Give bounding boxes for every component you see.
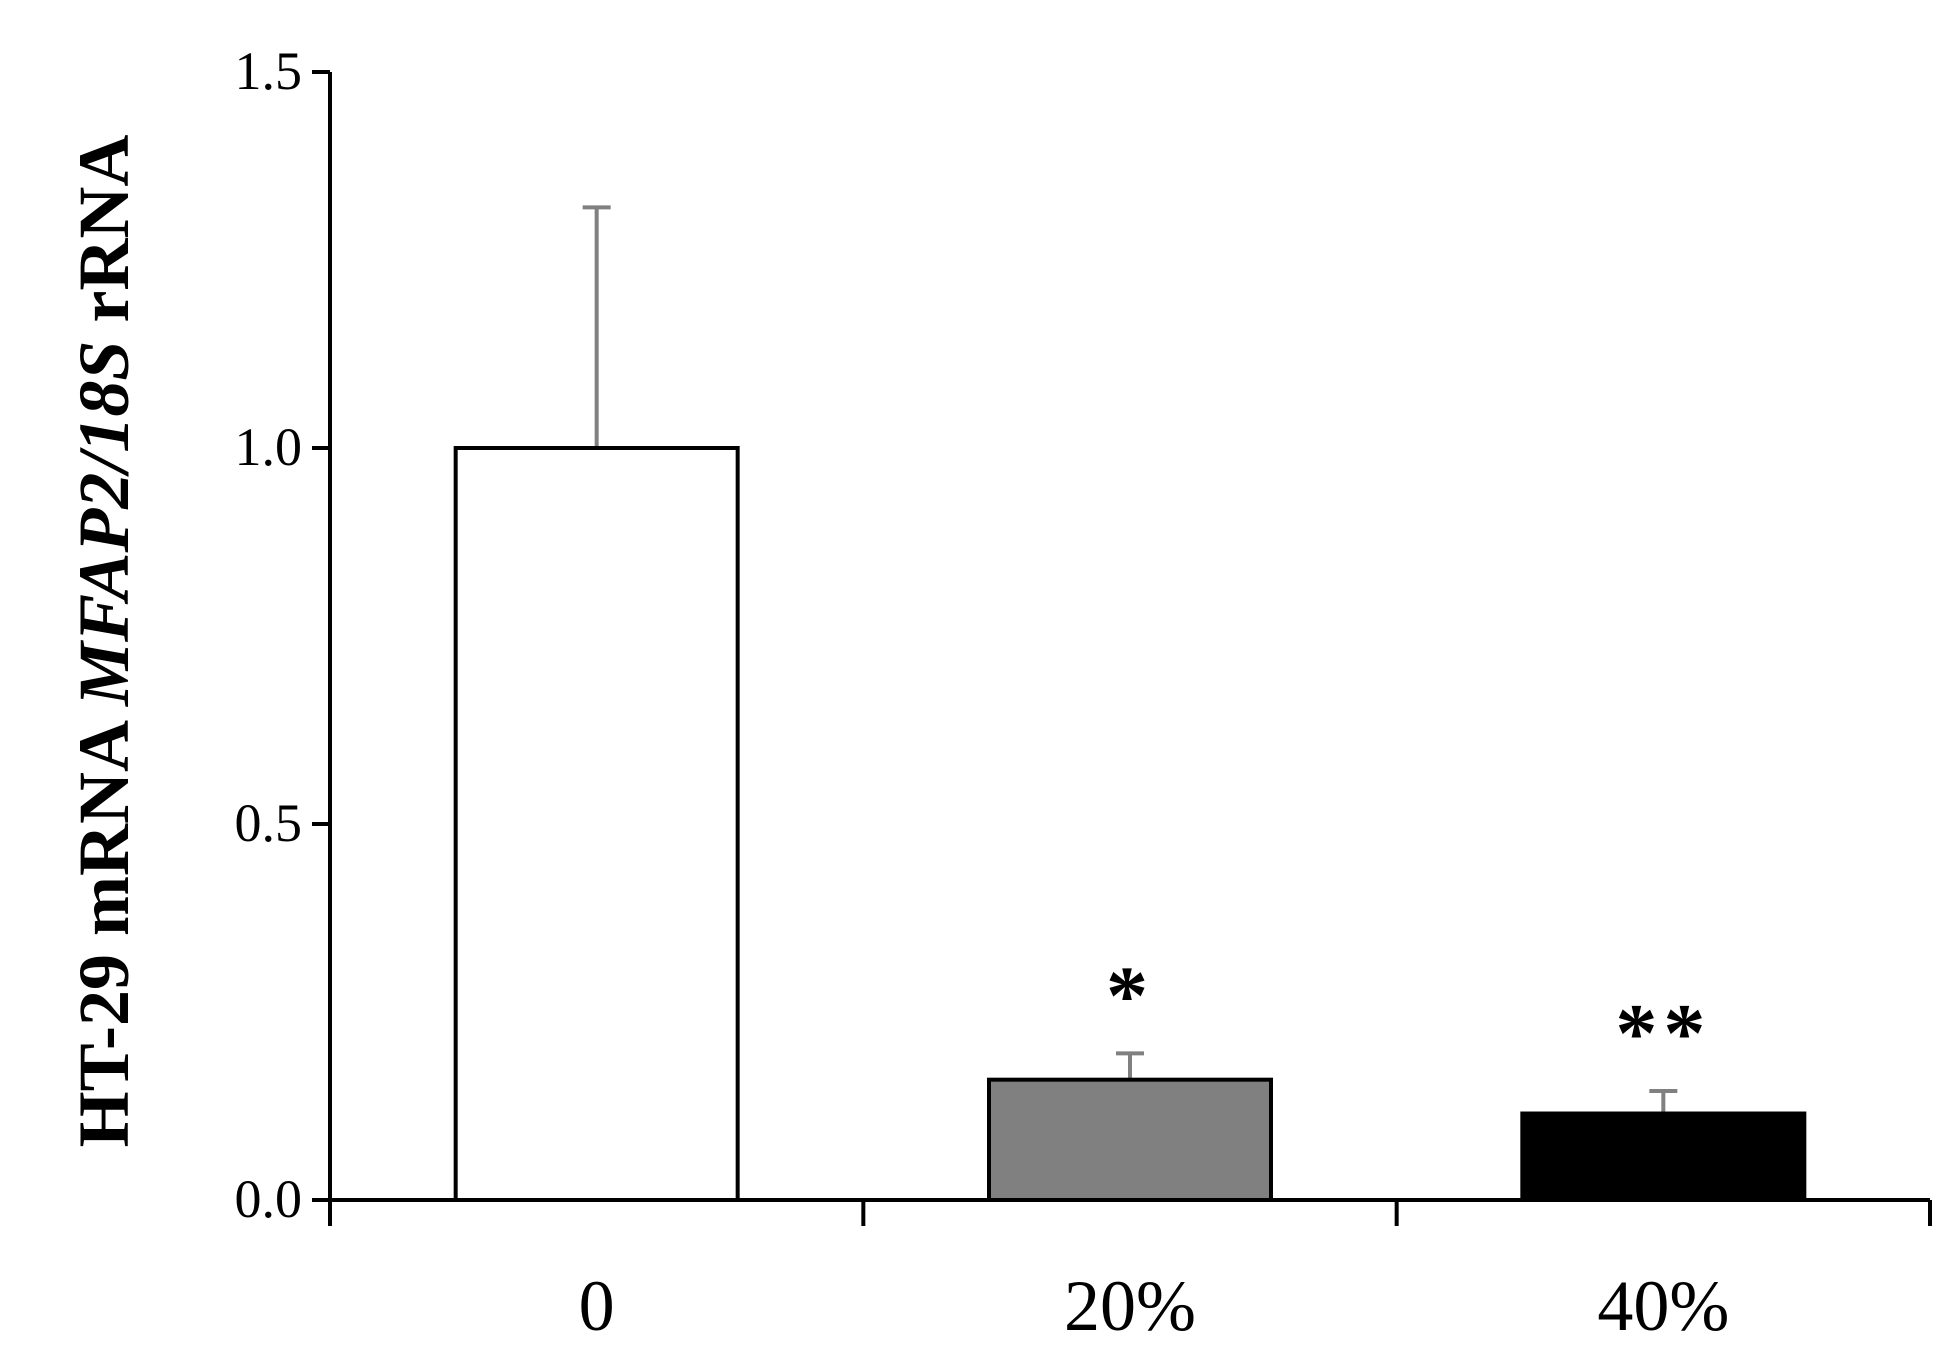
bar-1 xyxy=(987,1077,1273,1203)
y-axis-label-group: HT-29 mRNA MFAP2/18S rRNA xyxy=(64,135,144,1148)
significance-label-2: ** xyxy=(1615,987,1711,1080)
labels: 0 * 20% ** 40% 0.0 0.5 1.0 1.5 xyxy=(235,41,1730,1346)
bars xyxy=(453,205,1807,1203)
y-axis-label-part-0: HT-29 mRNA xyxy=(64,706,144,1147)
y-axis-label: HT-29 mRNA MFAP2/18S rRNA xyxy=(64,135,144,1148)
significance-label-1: * xyxy=(1106,949,1154,1042)
y-tick-label-0: 0.0 xyxy=(235,1169,303,1229)
category-label-0: 0 xyxy=(579,1266,615,1346)
y-axis-label-part-1: MFAP2/18S xyxy=(64,341,144,707)
category-label-2: 40% xyxy=(1597,1266,1729,1346)
bar-0 xyxy=(453,446,740,1202)
y-axis-label-part-2: rRNA xyxy=(64,135,144,341)
y-tick-label-1: 0.5 xyxy=(235,793,303,853)
y-tick-label-3: 1.5 xyxy=(235,41,303,101)
y-tick-label-2: 1.0 xyxy=(235,417,303,477)
bar-2 xyxy=(1520,1111,1807,1203)
category-label-1: 20% xyxy=(1064,1266,1196,1346)
